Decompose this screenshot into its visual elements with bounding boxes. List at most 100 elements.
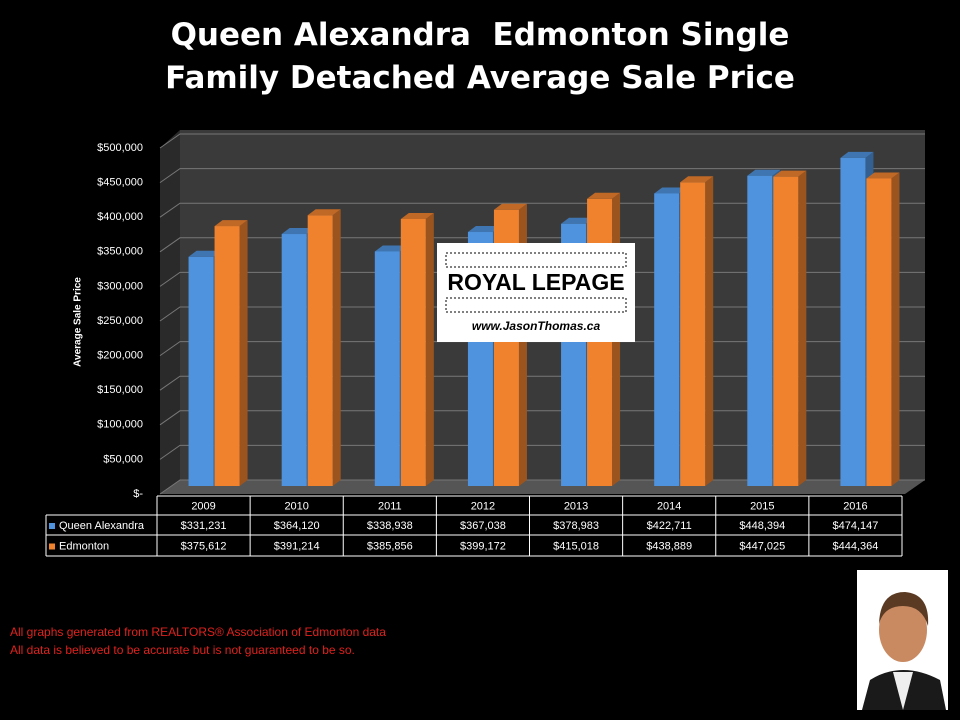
table-value: $338,938: [367, 520, 413, 532]
bar-front: [188, 256, 214, 486]
x-tick-label: 2014: [657, 500, 681, 512]
bar-front: [773, 176, 799, 487]
logo: ROYAL LEPAGE www.JasonThomas.ca: [437, 243, 635, 342]
bar-front: [214, 226, 240, 487]
bar: [214, 220, 248, 487]
logo-url: www.JasonThomas.ca: [472, 319, 601, 333]
photo-hair: [879, 592, 929, 626]
y-tick-label: $500,000: [97, 142, 143, 154]
y-tick-label: $400,000: [97, 211, 143, 223]
y-tick-label: $350,000: [97, 246, 143, 258]
bar-top: [281, 228, 315, 235]
table-value: $364,120: [274, 520, 320, 532]
table-value: $399,172: [460, 540, 506, 552]
bar-top: [840, 151, 874, 158]
floor: [160, 480, 925, 494]
side-wall: [160, 130, 180, 494]
bar: [866, 172, 900, 486]
bar-top: [467, 226, 501, 233]
x-tick-label: 2011: [378, 500, 402, 512]
logo-box: [437, 243, 635, 342]
bar-front: [374, 251, 400, 486]
y-tick-label: $250,000: [97, 315, 143, 327]
chart-title: Queen Alexandra Edmonton Single Family D…: [165, 17, 801, 96]
y-axis-label: Average Sale Price: [73, 277, 84, 367]
table-value: $367,038: [460, 520, 506, 532]
bar-side: [239, 220, 248, 487]
bar-top: [773, 170, 807, 177]
bar-front: [654, 193, 680, 486]
y-tick-label: $200,000: [97, 350, 143, 362]
table-value: $444,364: [832, 540, 878, 552]
bar-side: [705, 176, 714, 486]
y-tick-label: $150,000: [97, 384, 143, 396]
bar: [400, 212, 434, 486]
y-tick-label: $100,000: [97, 419, 143, 431]
legend-swatch: [49, 523, 55, 529]
table-value: $415,018: [553, 540, 599, 552]
bar-top: [654, 187, 688, 194]
y-tick-label: $300,000: [97, 280, 143, 292]
bar-side: [332, 209, 341, 486]
bar-front: [747, 175, 773, 486]
legend-label: Queen Alexandra: [59, 520, 145, 532]
bar-top: [307, 209, 341, 216]
y-tick-label: $450,000: [97, 177, 143, 189]
bar: [680, 176, 714, 486]
y-tick-label: $-: [133, 488, 143, 500]
bar-front: [587, 198, 613, 486]
bar-top: [400, 212, 434, 219]
bar-top: [493, 203, 527, 210]
logo-bars: [445, 297, 627, 313]
logo-bars: [445, 252, 627, 268]
bar: [307, 209, 341, 486]
bar: [773, 170, 807, 487]
bar-top: [680, 176, 714, 183]
table-value: $385,856: [367, 540, 413, 552]
table-value: $448,394: [739, 520, 785, 532]
bar-top: [561, 217, 595, 224]
bar-side: [891, 172, 900, 486]
photo: [857, 570, 948, 710]
x-tick-label: 2016: [843, 500, 867, 512]
x-tick-label: 2010: [284, 500, 308, 512]
bar-top: [188, 250, 222, 257]
x-tick-label: 2012: [471, 500, 495, 512]
table-value: $391,214: [274, 540, 320, 552]
bar-top: [866, 172, 900, 179]
bar-front: [307, 215, 333, 486]
table-value: $378,983: [553, 520, 599, 532]
legend-label: Edmonton: [59, 540, 109, 552]
data-table: 2009 2010 2011 2012 2013 2014 2015 2016 Queen Al…: [45, 495, 903, 557]
table-value: $474,147: [832, 520, 878, 532]
bar-top: [747, 169, 781, 176]
bar-front: [866, 178, 892, 486]
y-tick-label: $50,000: [103, 453, 143, 465]
photo-face: [879, 598, 927, 662]
table-value: $375,612: [181, 540, 227, 552]
bar-side: [425, 212, 434, 486]
legend-swatch: [49, 543, 55, 550]
photo-shirt: [893, 672, 913, 710]
bar-front: [400, 218, 426, 486]
table-value: $438,889: [646, 540, 692, 552]
bar-top: [374, 245, 408, 252]
bar-top: [214, 220, 248, 227]
table-value: $331,231: [181, 520, 227, 532]
logo-brand: ROYAL LEPAGE: [447, 269, 624, 295]
grid-line: [159, 168, 925, 184]
bar-top: [587, 192, 621, 199]
footnote: All graphs generated from REALTORS® Asso…: [10, 625, 386, 639]
table-value: $422,711: [647, 520, 692, 532]
grid-line: [159, 133, 925, 149]
footnote: All data is believed to be accurate but …: [10, 643, 355, 657]
bar-front: [840, 157, 866, 487]
bar-front: [281, 234, 307, 486]
x-tick-label: 2013: [564, 500, 588, 512]
x-tick-label: 2015: [750, 500, 774, 512]
table-value: $447,025: [739, 540, 785, 552]
bar-side: [798, 170, 807, 487]
bar-front: [680, 182, 706, 486]
